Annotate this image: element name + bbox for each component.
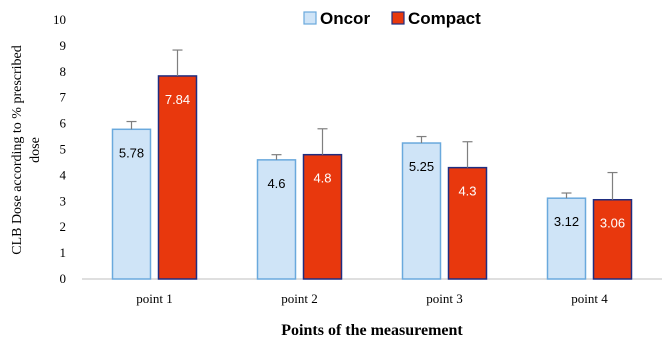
y-tick-labels: 0 1 2 3 4 5 6 7 8 9 10: [53, 12, 67, 286]
data-label-oncor: 4.6: [267, 176, 285, 191]
y-tick-label: 1: [60, 245, 67, 260]
x-axis-title: Points of the measurement: [281, 322, 463, 339]
data-label-oncor: 5.25: [409, 159, 434, 174]
legend-swatch-oncor: [303, 11, 317, 25]
y-tick-label: 4: [60, 167, 67, 182]
bar-oncor: [546, 197, 587, 280]
bar-oncor: [111, 128, 152, 280]
y-axis-title-line-1: CLB Dose according to % prescribed: [10, 45, 25, 255]
legend-swatch-compact: [391, 11, 405, 25]
data-label-compact: 7.84: [165, 92, 190, 107]
data-label-compact: 4.8: [313, 171, 331, 186]
category-label: point 1: [136, 291, 172, 306]
y-tick-label: 2: [60, 219, 67, 234]
legend-label-compact: Compact: [408, 9, 481, 28]
category-labels: point 1 point 2 point 3 point 4: [136, 291, 608, 306]
y-tick-label: 10: [53, 12, 66, 27]
y-tick-label: 3: [60, 193, 67, 208]
category-label: point 4: [571, 291, 608, 306]
y-tick-label: 9: [60, 38, 67, 53]
data-label-compact: 4.3: [458, 184, 476, 199]
y-tick-label: 8: [60, 64, 67, 79]
data-label-oncor: 3.12: [554, 214, 579, 229]
y-tick-label: 5: [60, 142, 67, 157]
y-axis-title-line-2: dose: [28, 137, 43, 163]
bar-series: 5.78 7.84 4.6 4.8 5.25 4.3 3.12 3.06: [111, 49, 633, 280]
legend: Oncor Compact: [303, 9, 481, 28]
bar-compact: [302, 153, 343, 280]
data-label-compact: 3.06: [600, 216, 625, 231]
y-tick-label: 6: [60, 116, 67, 131]
legend-label-oncor: Oncor: [320, 9, 370, 28]
y-tick-label: 0: [60, 271, 67, 286]
y-tick-label: 7: [60, 90, 67, 105]
y-axis-title: CLB Dose according to % prescribed dose: [10, 45, 43, 255]
data-label-oncor: 5.78: [119, 145, 144, 160]
bar-compact: [592, 198, 633, 280]
category-label: point 3: [426, 291, 462, 306]
category-label: point 2: [281, 291, 317, 306]
